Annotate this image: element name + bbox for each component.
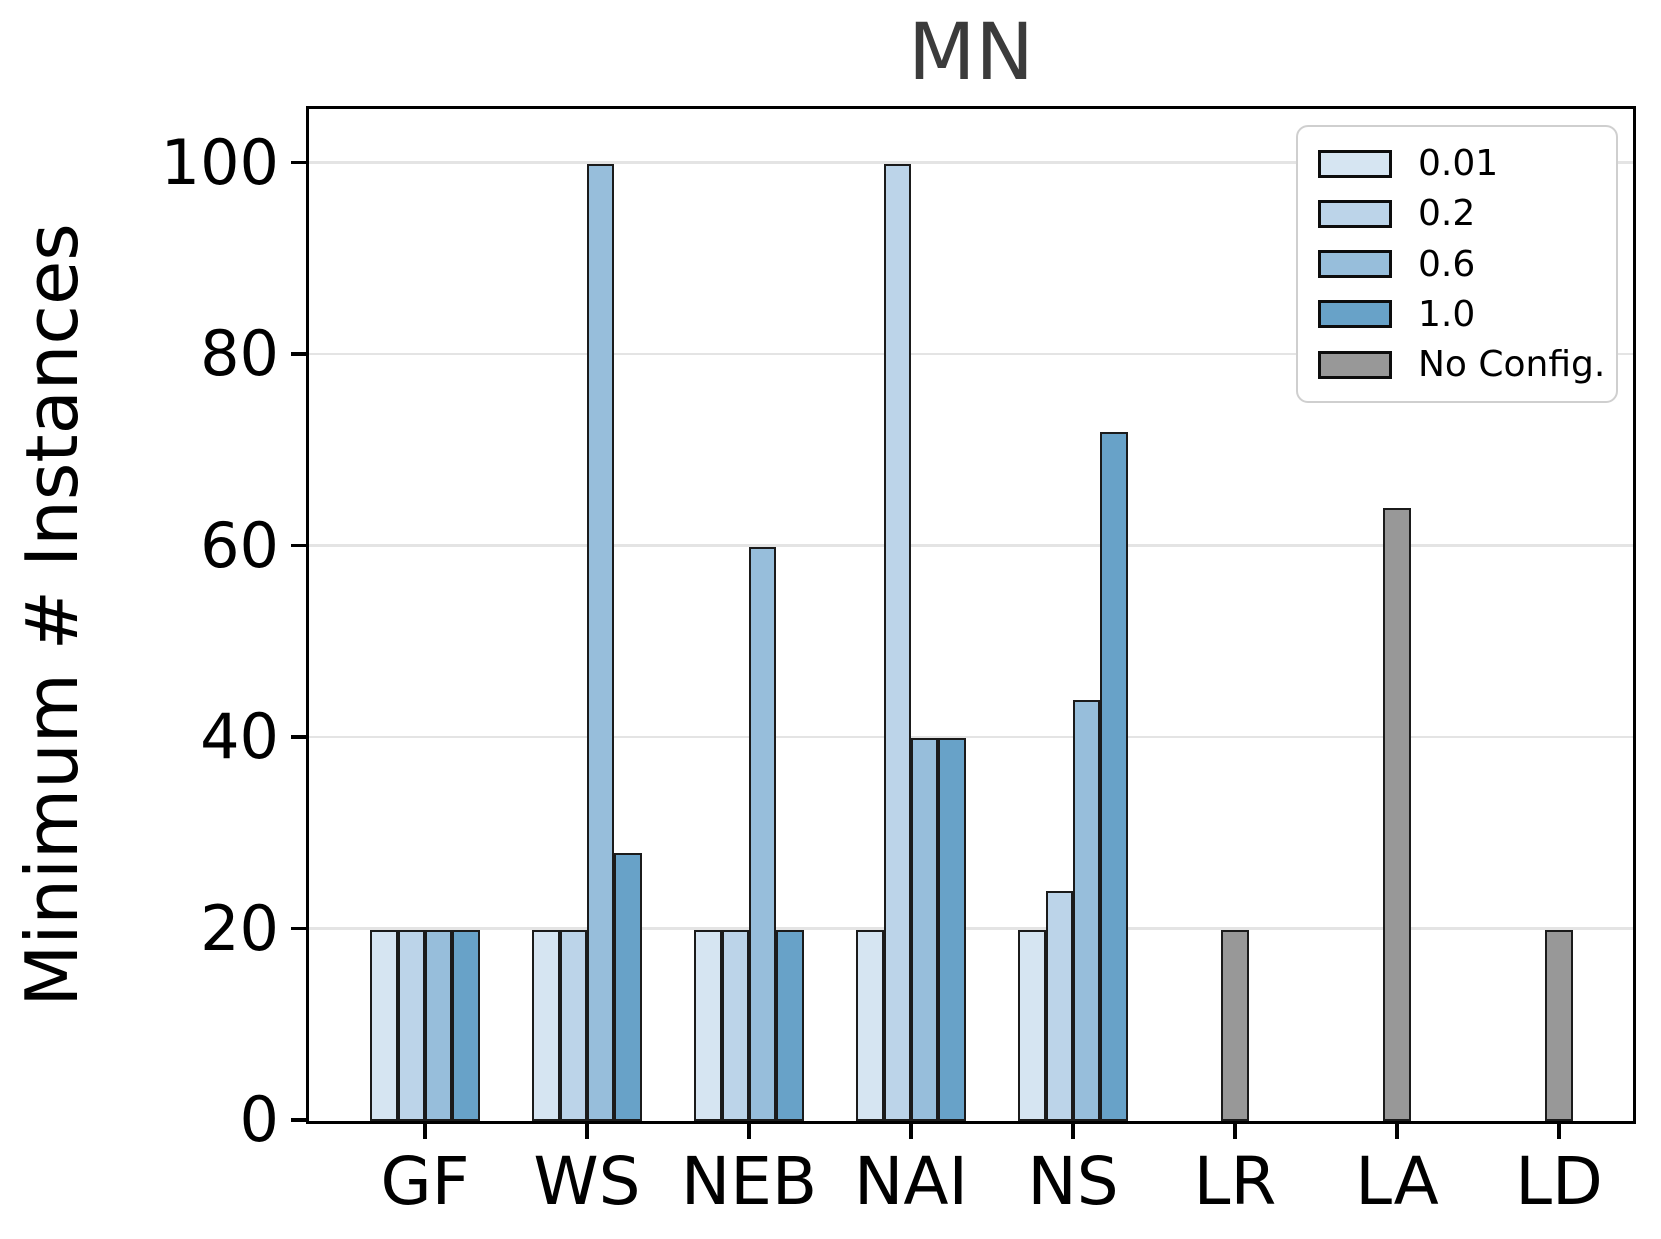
y-tick-label-20: 20 bbox=[200, 891, 279, 965]
bar-LR-No-Config. bbox=[1221, 929, 1249, 1121]
bar-WS-0.01 bbox=[532, 929, 560, 1121]
x-tick-mark-GF bbox=[423, 1124, 427, 1139]
legend-label: 0.2 bbox=[1418, 193, 1476, 235]
legend-entry-0.2: 0.2 bbox=[1318, 193, 1596, 234]
x-tick-label-LD: LD bbox=[1515, 1143, 1603, 1220]
legend-swatch-0.01 bbox=[1318, 149, 1392, 178]
gridline-y-80 bbox=[309, 352, 1633, 356]
y-tick-label-40: 40 bbox=[200, 700, 279, 774]
legend-label: 0.01 bbox=[1418, 143, 1499, 184]
x-tick-label-GF: GF bbox=[380, 1143, 470, 1220]
bar-GF-0.01 bbox=[370, 929, 398, 1121]
bar-WS-0.2 bbox=[559, 929, 587, 1121]
y-tick-label-0: 0 bbox=[239, 1083, 279, 1156]
bar-NAI-1.0 bbox=[938, 738, 966, 1121]
x-tick-mark-NS bbox=[1071, 1124, 1075, 1139]
x-tick-label-WS: WS bbox=[533, 1143, 641, 1220]
plot-area: 0 20 40 60 80 100 GF WS NEB NAI NS LR LA LD 0.01 0.2 0.6… bbox=[161, 106, 1636, 1220]
y-tick-mark-40 bbox=[291, 735, 306, 739]
bar-NS-1.0 bbox=[1100, 431, 1128, 1121]
x-tick-label-NAI: NAI bbox=[854, 1143, 968, 1220]
legend-label: 0.6 bbox=[1418, 243, 1476, 285]
x-tick-label-NEB: NEB bbox=[680, 1143, 818, 1220]
bar-NS-0.6 bbox=[1073, 699, 1101, 1121]
y-tick-label-80: 80 bbox=[200, 317, 279, 391]
legend-entry-0.6: 0.6 bbox=[1318, 244, 1596, 285]
bar-NEB-1.0 bbox=[776, 929, 804, 1121]
legend-label: No Config. bbox=[1418, 344, 1606, 385]
x-tick-mark-NAI bbox=[909, 1124, 913, 1139]
gridline-y-20 bbox=[309, 927, 1633, 930]
legend-entry-0.01: 0.01 bbox=[1318, 143, 1596, 184]
x-tick-mark-LR bbox=[1233, 1124, 1237, 1139]
bar-NAI-0.6 bbox=[911, 738, 939, 1121]
bar-NEB-0.01 bbox=[694, 929, 722, 1121]
bar-WS-0.6 bbox=[587, 163, 615, 1121]
y-tick-mark-60 bbox=[291, 543, 306, 548]
y-axis-label: Minimum # Instances bbox=[10, 223, 94, 1007]
bar-LD-No-Config. bbox=[1545, 929, 1573, 1121]
x-tick-mark-LA bbox=[1395, 1124, 1399, 1139]
legend-swatch-0.6 bbox=[1318, 250, 1392, 278]
bar-GF-1.0 bbox=[452, 929, 480, 1121]
legend-swatch-0.2 bbox=[1318, 199, 1392, 228]
legend-entry-1.0: 1.0 bbox=[1318, 294, 1596, 335]
gridline-y-60 bbox=[309, 544, 1633, 547]
y-tick-mark-80 bbox=[291, 352, 306, 356]
bar-GF-0.6 bbox=[425, 929, 453, 1121]
y-tick-label-100: 100 bbox=[160, 125, 279, 199]
bar-NS-0.01 bbox=[1018, 929, 1046, 1121]
bar-NAI-0.2 bbox=[883, 163, 911, 1121]
x-tick-label-NS: NS bbox=[1027, 1143, 1119, 1220]
bar-GF-0.2 bbox=[397, 929, 425, 1121]
bar-NAI-0.01 bbox=[856, 929, 884, 1121]
bar-NS-0.2 bbox=[1045, 891, 1073, 1121]
legend-swatch-No-Config. bbox=[1318, 350, 1392, 379]
x-tick-mark-LD bbox=[1557, 1124, 1561, 1139]
bar-NEB-0.6 bbox=[749, 546, 777, 1121]
bar-LA-No-Config. bbox=[1383, 508, 1411, 1121]
chart-title: MN bbox=[908, 8, 1034, 98]
legend: 0.01 0.2 0.6 1.0 No Config. bbox=[1296, 125, 1618, 403]
x-tick-mark-WS bbox=[585, 1124, 589, 1139]
legend-swatch-1.0 bbox=[1318, 300, 1392, 329]
y-tick-mark-100 bbox=[291, 160, 306, 165]
y-tick-label-60: 60 bbox=[200, 508, 279, 582]
gridline-y-40 bbox=[309, 735, 1633, 739]
x-tick-mark-NEB bbox=[747, 1124, 751, 1139]
y-tick-mark-20 bbox=[291, 926, 306, 931]
y-tick-mark-0 bbox=[291, 1118, 306, 1122]
x-tick-label-LA: LA bbox=[1355, 1143, 1439, 1220]
bar-WS-1.0 bbox=[614, 852, 642, 1121]
legend-entry-No-Config.: No Config. bbox=[1318, 344, 1605, 385]
x-tick-label-LR: LR bbox=[1193, 1143, 1277, 1220]
gridline-y-100 bbox=[309, 161, 1633, 164]
legend-label: 1.0 bbox=[1418, 293, 1476, 335]
bar-NEB-0.2 bbox=[721, 929, 749, 1121]
